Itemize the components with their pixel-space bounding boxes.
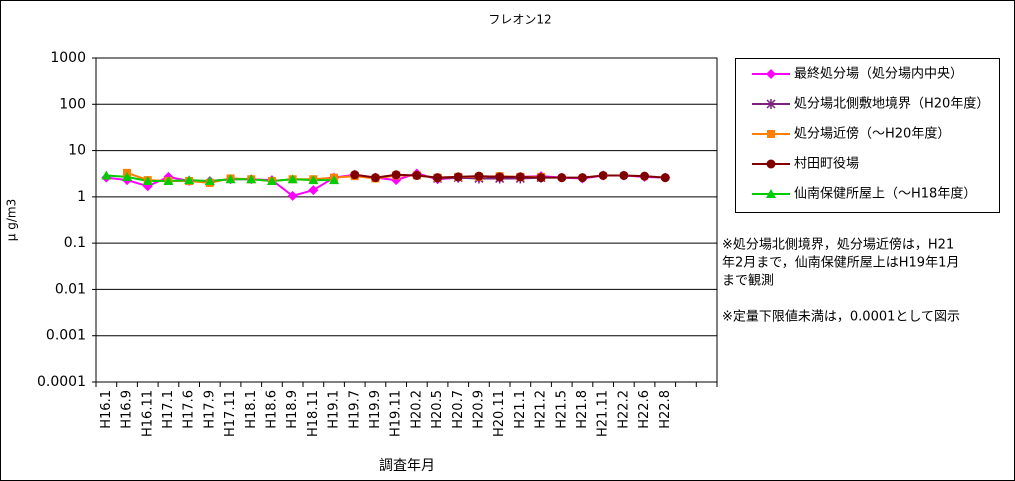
x-tick-label: H18.11 bbox=[306, 390, 321, 437]
data-point bbox=[225, 174, 236, 184]
x-tick-label: H21.2 bbox=[534, 390, 549, 429]
annotation: まで観測 bbox=[722, 274, 774, 289]
data-point bbox=[246, 174, 257, 184]
y-tick-label: 0.001 bbox=[46, 328, 86, 344]
data-point bbox=[266, 176, 277, 186]
data-point bbox=[142, 176, 153, 186]
annotation: ※定量下限値未満は，0.0001として図示 bbox=[722, 309, 960, 325]
x-tick-label: H19.9 bbox=[368, 390, 383, 429]
x-tick-label: H22.6 bbox=[637, 390, 652, 429]
legend-marker bbox=[766, 189, 776, 198]
data-point bbox=[495, 172, 505, 182]
y-tick-label: 0.01 bbox=[55, 281, 86, 297]
legend-label: 村田町役場 bbox=[794, 157, 859, 172]
x-tick-label: H17.1 bbox=[161, 390, 176, 429]
x-tick-label: H19.1 bbox=[327, 390, 342, 429]
legend-label: 仙南保健所屋上（～H18年度） bbox=[794, 186, 976, 202]
x-tick-label: H16.1 bbox=[99, 390, 114, 429]
x-tick-label: H20.2 bbox=[409, 390, 424, 429]
data-point bbox=[474, 171, 484, 181]
x-tick-label: H19.11 bbox=[389, 390, 404, 437]
x-tick-label: H17.9 bbox=[202, 390, 217, 429]
data-point bbox=[598, 170, 608, 180]
x-tick-label: H18.6 bbox=[264, 390, 279, 429]
x-tick-label: H18.1 bbox=[244, 390, 259, 429]
data-point bbox=[308, 175, 319, 185]
legend-box bbox=[735, 58, 1000, 213]
x-tick-label: H20.11 bbox=[492, 390, 507, 437]
x-tick-label: H17.11 bbox=[223, 390, 238, 437]
data-point bbox=[557, 173, 567, 183]
data-point bbox=[308, 185, 319, 196]
y-tick-label: 0.1 bbox=[64, 235, 86, 251]
x-tick-label: H20.5 bbox=[430, 390, 445, 429]
data-point bbox=[515, 172, 525, 182]
x-tick-label: H17.6 bbox=[182, 390, 197, 429]
x-tick-label: H16.11 bbox=[140, 390, 155, 437]
x-tick-label: H22.8 bbox=[658, 390, 673, 429]
x-tick-label: H22.2 bbox=[616, 390, 631, 429]
x-tick-label: H16.9 bbox=[120, 390, 135, 429]
legend-label: 最終処分場（処分場内中央） bbox=[794, 66, 963, 82]
data-point bbox=[433, 173, 443, 183]
data-point bbox=[163, 176, 174, 186]
legend-marker bbox=[766, 99, 776, 109]
data-point bbox=[329, 175, 340, 185]
legend-marker bbox=[766, 69, 776, 79]
series-line bbox=[354, 173, 666, 179]
data-point bbox=[453, 172, 463, 182]
y-tick-label: 1 bbox=[77, 189, 86, 205]
data-point bbox=[640, 171, 650, 181]
y-axis-label: μ g/m3 bbox=[5, 199, 19, 241]
legend-marker bbox=[766, 159, 776, 169]
data-point bbox=[412, 170, 422, 180]
legend-label: 処分場近傍（～H20年度） bbox=[794, 126, 950, 142]
data-point bbox=[370, 173, 380, 183]
data-point bbox=[577, 173, 587, 183]
data-point bbox=[619, 170, 629, 180]
data-point bbox=[204, 176, 215, 186]
data-point bbox=[660, 173, 670, 183]
data-point bbox=[287, 190, 298, 201]
data-point bbox=[101, 170, 112, 180]
y-tick-label: 10 bbox=[68, 143, 86, 159]
y-tick-label: 100 bbox=[59, 96, 86, 112]
x-tick-label: H21.11 bbox=[596, 390, 611, 437]
x-tick-label: H21.1 bbox=[513, 390, 528, 429]
legend-marker bbox=[767, 130, 775, 138]
x-tick-label: H21.5 bbox=[554, 390, 569, 429]
chart-title: フレオン12 bbox=[488, 13, 551, 27]
data-point bbox=[350, 170, 360, 180]
x-tick-label: H20.9 bbox=[471, 390, 486, 429]
data-point bbox=[536, 173, 546, 183]
x-tick-label: H20.7 bbox=[451, 390, 466, 429]
y-tick-label: 1000 bbox=[50, 50, 86, 66]
data-point bbox=[184, 175, 195, 185]
x-tick-label: H21.8 bbox=[575, 390, 590, 429]
x-tick-label: H19.7 bbox=[347, 390, 362, 429]
data-point bbox=[391, 170, 401, 180]
y-tick-label: 0.0001 bbox=[37, 374, 86, 390]
x-axis-label: 調査年月 bbox=[379, 458, 435, 474]
x-tick-label: H18.9 bbox=[285, 390, 300, 429]
annotation: ※処分場北側境界，処分場近傍は，H21 bbox=[722, 237, 954, 253]
data-point bbox=[122, 171, 133, 181]
annotation: 年2月まで，仙南保健所屋上はH19年1月 bbox=[722, 255, 959, 271]
data-point bbox=[287, 174, 298, 184]
legend-label: 処分場北側敷地境界（H20年度） bbox=[794, 96, 989, 112]
